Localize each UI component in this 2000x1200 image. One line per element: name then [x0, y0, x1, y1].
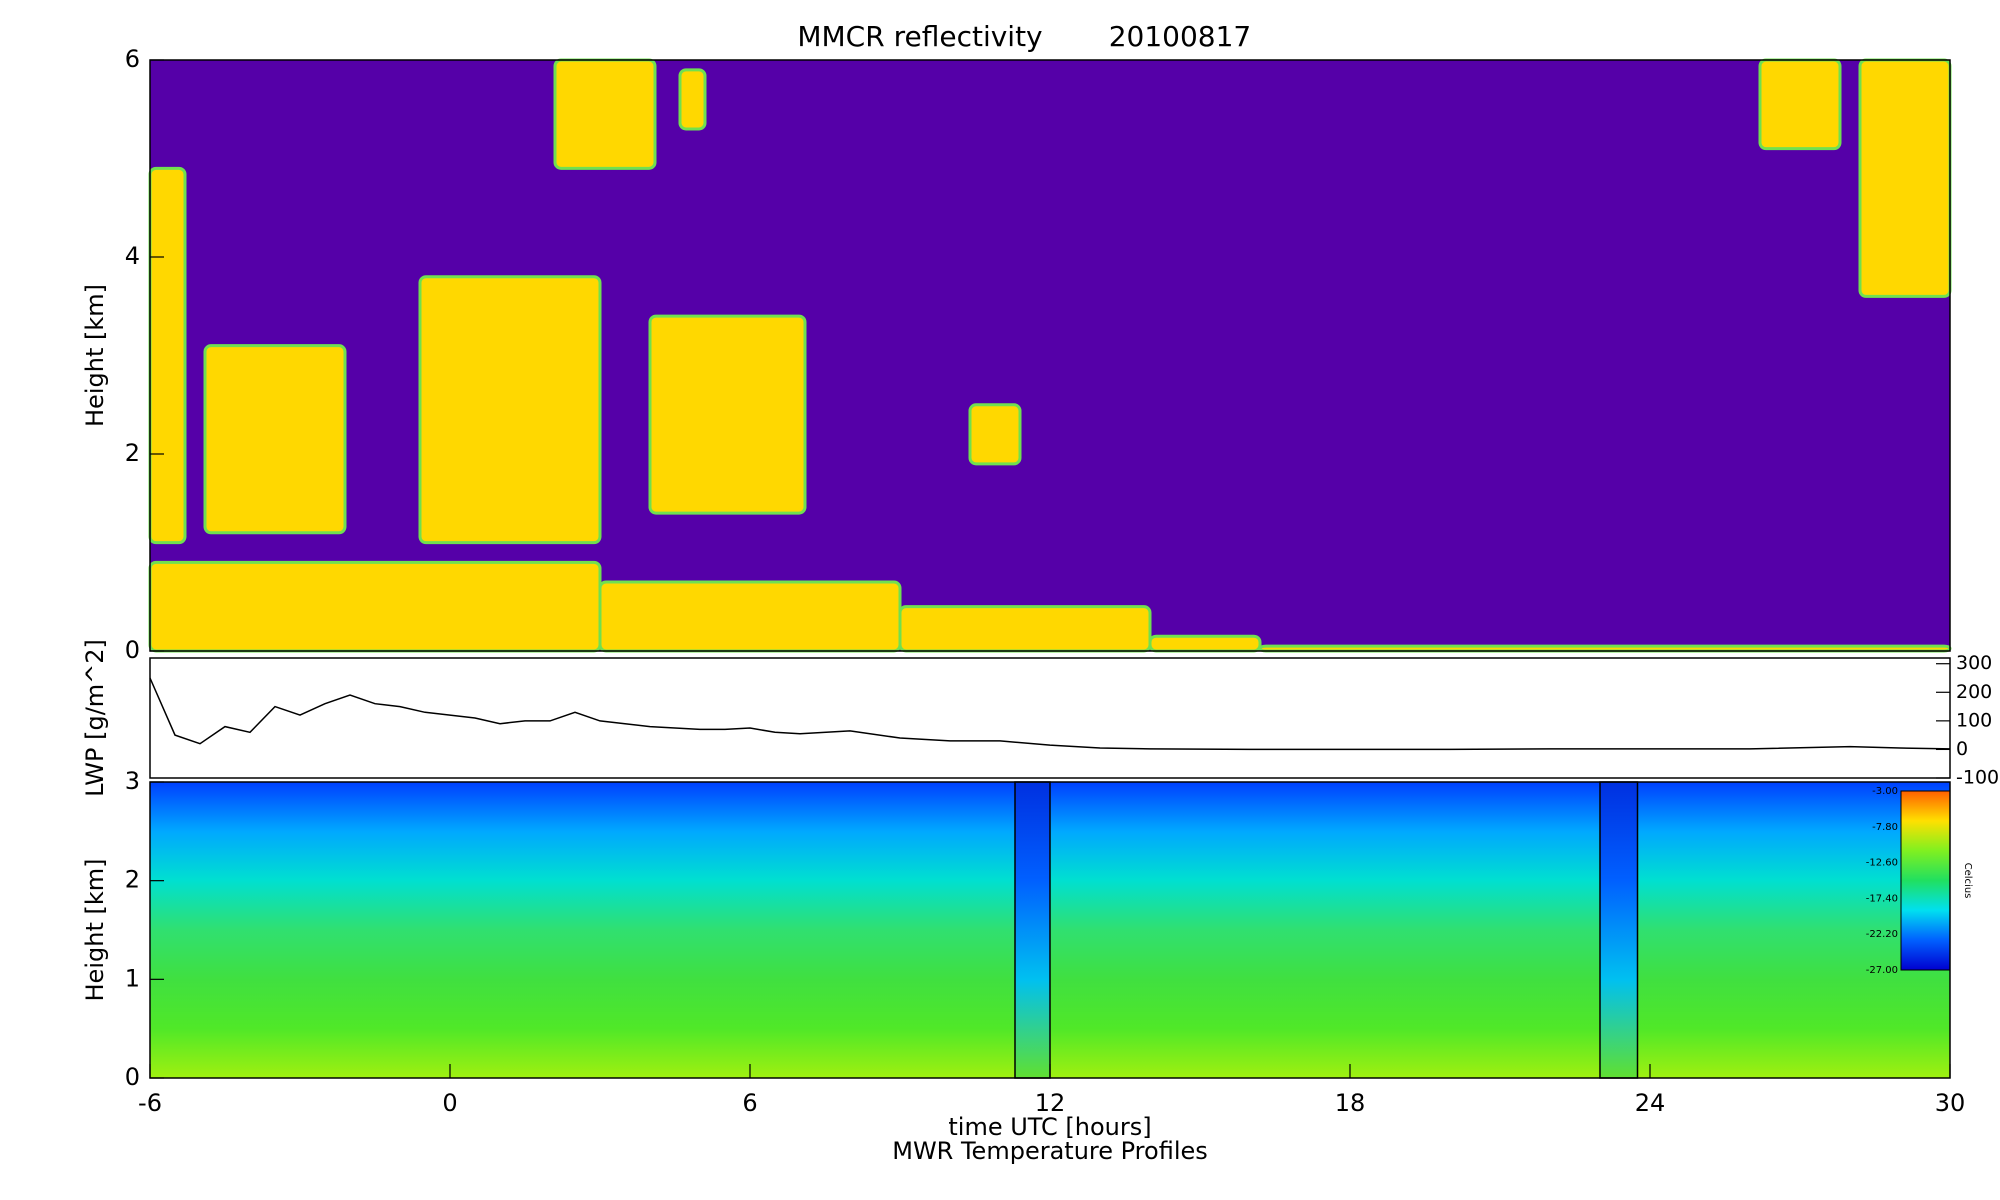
echo-region — [418, 275, 602, 545]
y-tick-label: 6 — [125, 45, 140, 73]
y-axis-label: Height [km] — [81, 284, 109, 427]
lwp-line — [149, 677, 1951, 751]
y-tick-label: 0 — [1956, 738, 1968, 760]
y-tick-label: 1 — [125, 964, 140, 992]
y-tick-label: 100 — [1956, 709, 1992, 731]
echo-region — [553, 58, 657, 170]
y-axis-label: LWP [g/m^2] — [81, 639, 109, 797]
colorbar-tick-label: -17.40 — [1866, 893, 1898, 904]
x-tick-label: 12 — [1035, 1089, 1066, 1117]
x-tick-label: 24 — [1635, 1089, 1666, 1117]
colorbar-tick-label: -22.20 — [1866, 929, 1898, 940]
y-tick-label: -100 — [1956, 767, 1999, 789]
data-gap — [1014, 781, 1051, 1079]
plot-frame — [149, 657, 1951, 779]
echo-region — [203, 344, 347, 535]
x-tick-label: -6 — [138, 1089, 162, 1117]
data-gap — [1599, 781, 1639, 1079]
colorbar — [1900, 790, 1951, 971]
colorbar-tick-label: -7.80 — [1872, 822, 1898, 833]
plot-frame — [149, 59, 1951, 652]
echo-region — [148, 166, 187, 545]
y-tick-label: 2 — [125, 439, 140, 467]
x-tick-label: 18 — [1335, 1089, 1366, 1117]
y-tick-label: 300 — [1956, 652, 1992, 674]
echo-region — [598, 580, 902, 653]
echo-region — [648, 314, 807, 515]
y-tick-label: 0 — [125, 636, 140, 664]
colorbar-tick-label: -27.00 — [1866, 965, 1898, 976]
echo-region — [1148, 634, 1262, 653]
echo-region — [148, 560, 602, 653]
x-tick-label: 6 — [742, 1089, 757, 1117]
y-tick-label: 4 — [125, 242, 140, 270]
panel-subtitle: MWR Temperature Profiles — [892, 1137, 1208, 1165]
y-tick-label: 200 — [1956, 681, 1992, 703]
echo-region — [968, 403, 1022, 466]
colorbar-label: Celcius — [1962, 863, 1973, 899]
echo-region — [898, 605, 1152, 653]
colorbar-tick-label: -3.00 — [1872, 786, 1898, 797]
chart-title: MMCR reflectivity — [797, 20, 1042, 53]
y-tick-label: 0 — [125, 1063, 140, 1091]
x-tick-label: 30 — [1935, 1089, 1966, 1117]
colorbar-tick-label: -12.60 — [1866, 858, 1898, 869]
chart-date: 20100817 — [1109, 20, 1252, 53]
echo-region — [678, 68, 707, 131]
x-axis-label: time UTC [hours] — [948, 1113, 1151, 1141]
plot-background — [150, 658, 1950, 778]
y-tick-label: 2 — [125, 866, 140, 894]
x-tick-label: 0 — [442, 1089, 457, 1117]
echo-region — [1858, 58, 1952, 298]
y-tick-label: 3 — [125, 767, 140, 795]
echo-region — [1758, 58, 1842, 151]
y-axis-label: Height [km] — [81, 859, 109, 1002]
